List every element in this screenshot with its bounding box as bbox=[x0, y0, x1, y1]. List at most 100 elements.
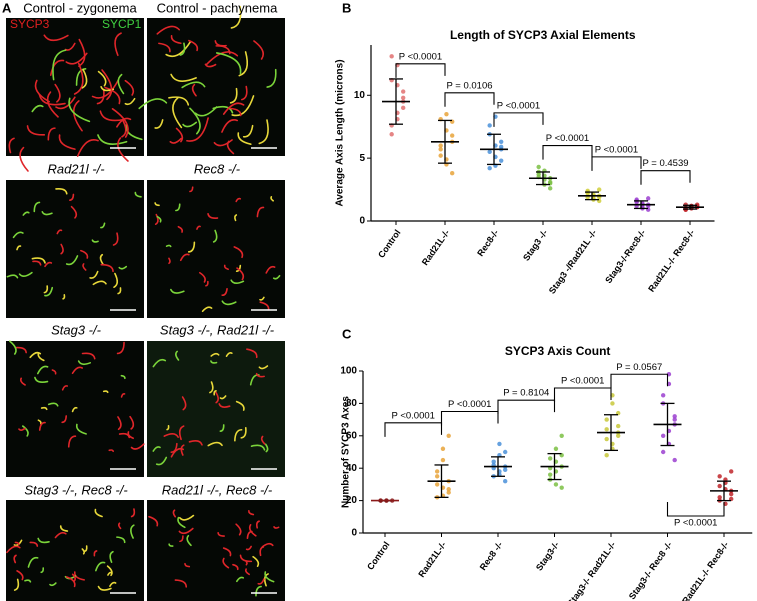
data-point bbox=[547, 472, 553, 477]
micrograph-feature bbox=[179, 535, 184, 543]
panel-label: Stag3 -/- bbox=[51, 322, 102, 337]
micrograph-feature bbox=[245, 545, 252, 551]
micrograph-feature bbox=[91, 79, 119, 99]
micrograph-feature bbox=[209, 381, 214, 394]
micrograph-feature bbox=[37, 537, 50, 544]
panel-label: Rec8 -/- bbox=[194, 161, 241, 176]
micrograph-feature bbox=[210, 360, 218, 364]
micrograph bbox=[6, 18, 144, 156]
significance-bracket bbox=[493, 112, 544, 127]
data-point bbox=[503, 467, 508, 473]
micrograph-feature bbox=[108, 449, 114, 453]
micrograph-feature bbox=[261, 542, 274, 548]
micrograph-feature bbox=[196, 225, 201, 230]
significance-bracket bbox=[384, 422, 443, 437]
micrograph-feature bbox=[43, 34, 69, 42]
micrograph-feature bbox=[198, 271, 206, 283]
micrograph-feature bbox=[96, 88, 105, 105]
y-tick-label: 0 bbox=[359, 216, 365, 227]
micrograph-feature bbox=[214, 391, 219, 404]
micrograph-feature bbox=[237, 132, 252, 145]
micrograph-feature bbox=[234, 214, 238, 222]
micrograph-feature bbox=[188, 39, 199, 52]
data-point bbox=[499, 158, 504, 163]
micrograph-feature bbox=[22, 211, 30, 216]
p-value: P <0.0001 bbox=[546, 133, 589, 144]
micrograph-feature bbox=[166, 425, 170, 431]
micrograph-feature bbox=[40, 567, 45, 574]
micrograph-feature bbox=[24, 579, 32, 583]
x-tick-label: Rec8 -/- bbox=[478, 540, 505, 572]
micrograph-feature bbox=[180, 444, 185, 456]
micrograph-feature bbox=[71, 366, 84, 375]
data-point bbox=[553, 446, 559, 451]
micrograph-feature bbox=[242, 124, 254, 138]
micrograph-feature bbox=[236, 267, 245, 281]
micrograph-feature bbox=[258, 119, 269, 145]
micrograph-feature bbox=[101, 69, 113, 101]
micrograph-feature bbox=[170, 34, 182, 45]
micrograph-feature bbox=[154, 119, 164, 129]
micrograph-feature bbox=[182, 121, 198, 128]
micrograph-feature bbox=[37, 419, 42, 425]
micrograph-feature bbox=[263, 573, 269, 587]
data-point bbox=[491, 459, 496, 464]
channel-label: SYCP1 bbox=[102, 17, 142, 31]
data-point bbox=[672, 414, 677, 419]
x-tick-label: Stag3-/- Rad21L-/- bbox=[566, 540, 618, 601]
micrograph-feature bbox=[75, 67, 87, 86]
y-axis-label: Number of SYCP3 Axes bbox=[341, 396, 352, 508]
micrograph-feature bbox=[120, 374, 126, 380]
micrograph-feature bbox=[65, 576, 76, 588]
micrograph-feature bbox=[214, 40, 227, 47]
micrograph-feature bbox=[239, 554, 253, 563]
micrograph-feature bbox=[19, 146, 29, 172]
micrograph-feature bbox=[80, 249, 89, 259]
x-tick-label: Rec8-/- bbox=[475, 228, 500, 258]
data-point bbox=[450, 171, 455, 176]
data-point bbox=[717, 495, 722, 500]
x-tick-label: Control bbox=[376, 228, 403, 260]
micrograph-feature bbox=[60, 243, 64, 255]
micrograph-feature bbox=[34, 376, 49, 384]
micrograph-feature bbox=[205, 280, 209, 287]
micrograph-feature bbox=[265, 265, 276, 274]
micrograph-feature bbox=[204, 63, 217, 68]
p-value: P <0.0001 bbox=[399, 51, 442, 62]
panel-letter: C bbox=[342, 326, 352, 341]
p-value: P <0.0001 bbox=[595, 144, 638, 155]
data-point bbox=[660, 449, 666, 455]
micrograph-feature bbox=[94, 508, 103, 518]
micrograph-feature bbox=[75, 423, 87, 435]
data-point bbox=[660, 433, 666, 438]
micrograph-feature bbox=[175, 350, 180, 361]
micrograph-feature bbox=[172, 509, 177, 518]
micrograph-feature bbox=[61, 415, 68, 424]
micrograph-feature bbox=[169, 137, 182, 144]
micrograph-feature bbox=[117, 287, 122, 295]
micrograph-feature bbox=[233, 246, 244, 259]
micrograph-feature bbox=[213, 139, 233, 147]
micrograph-feature bbox=[97, 70, 107, 87]
micrograph-feature bbox=[117, 416, 122, 431]
micrograph-feature bbox=[129, 415, 135, 430]
micrograph-feature bbox=[32, 260, 42, 266]
micrograph-feature bbox=[194, 106, 218, 117]
micrograph-feature bbox=[16, 245, 22, 251]
micrograph-feature bbox=[222, 547, 232, 557]
data-point bbox=[610, 401, 615, 406]
micrograph-feature bbox=[168, 96, 190, 106]
micrograph-feature bbox=[235, 523, 242, 536]
micrograph-feature bbox=[65, 52, 88, 65]
micrograph-feature bbox=[205, 51, 239, 66]
data-point bbox=[604, 417, 609, 422]
data-point bbox=[487, 149, 492, 155]
micrograph-feature bbox=[217, 531, 225, 537]
micrograph-feature bbox=[158, 42, 171, 53]
chart-title: SYCP3 Axis Count bbox=[505, 344, 611, 358]
y-tick-label: 5 bbox=[359, 153, 365, 164]
micrograph-feature bbox=[102, 390, 109, 394]
micrograph-feature bbox=[99, 253, 104, 265]
